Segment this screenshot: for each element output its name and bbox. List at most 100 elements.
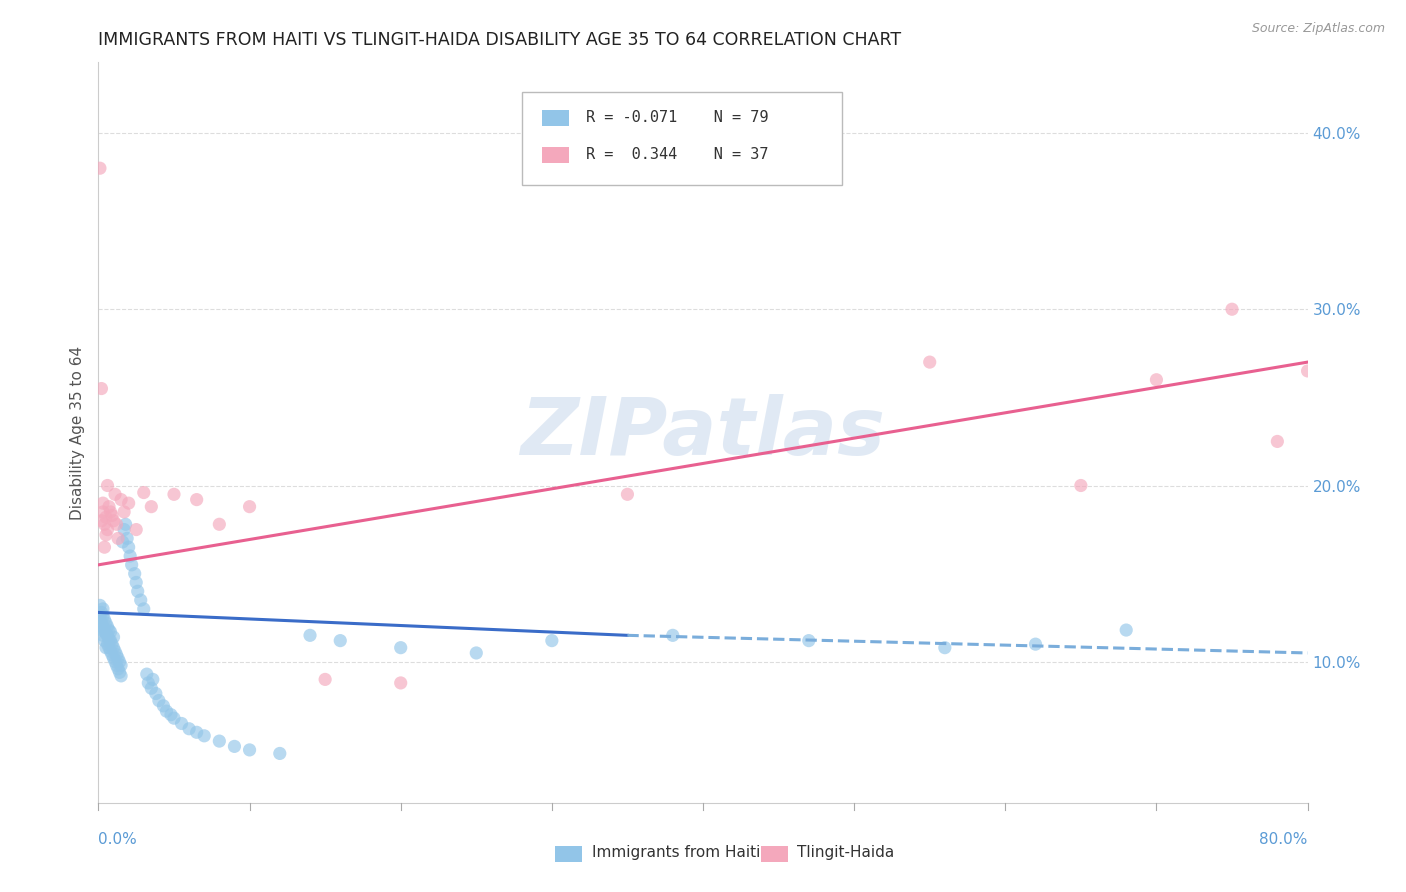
Point	[96, 619, 118, 633]
Point	[118, 540, 141, 554]
Point	[193, 729, 215, 743]
Point	[125, 523, 148, 537]
Point	[90, 615, 112, 630]
Point	[208, 734, 231, 748]
Point	[90, 606, 112, 620]
Point	[110, 658, 132, 673]
Point	[163, 487, 186, 501]
Point	[93, 633, 115, 648]
Point	[105, 517, 128, 532]
Point	[104, 644, 127, 658]
Text: Tlingit-Haida: Tlingit-Haida	[797, 845, 894, 860]
Text: Source: ZipAtlas.com: Source: ZipAtlas.com	[1251, 22, 1385, 36]
Text: ZIPatlas: ZIPatlas	[520, 393, 886, 472]
Point	[389, 676, 412, 690]
Point	[108, 665, 131, 680]
Point	[91, 496, 114, 510]
Point	[110, 492, 132, 507]
Point	[121, 558, 143, 572]
Point	[89, 599, 111, 613]
Point	[1070, 478, 1092, 492]
Point	[94, 510, 117, 524]
Point	[135, 667, 157, 681]
Point	[389, 640, 412, 655]
Text: 0.0%: 0.0%	[98, 832, 138, 847]
Point	[98, 632, 121, 646]
Point	[136, 676, 159, 690]
Point	[105, 648, 128, 662]
Point	[141, 500, 163, 514]
Y-axis label: Disability Age 35 to 64: Disability Age 35 to 64	[69, 345, 84, 520]
Point	[103, 630, 125, 644]
Point	[148, 693, 170, 707]
Point	[107, 651, 129, 665]
Point	[111, 535, 134, 549]
Point	[96, 628, 118, 642]
Point	[129, 593, 152, 607]
Point	[91, 619, 114, 633]
Point	[142, 673, 165, 687]
Point	[94, 640, 117, 655]
Point	[93, 517, 115, 532]
Point	[918, 355, 941, 369]
Point	[145, 686, 167, 700]
Point	[239, 743, 262, 757]
Point	[94, 615, 117, 630]
Point	[934, 640, 956, 655]
Point	[132, 602, 155, 616]
Point	[98, 623, 121, 637]
Point	[797, 633, 820, 648]
Point	[94, 528, 117, 542]
Text: 80.0%: 80.0%	[1260, 832, 1308, 847]
Point	[91, 609, 114, 624]
Point	[127, 584, 149, 599]
FancyBboxPatch shape	[543, 147, 569, 163]
Point	[104, 487, 127, 501]
Point	[93, 612, 115, 626]
Point	[91, 628, 114, 642]
Point	[103, 514, 125, 528]
Point	[1024, 637, 1046, 651]
Point	[224, 739, 246, 754]
FancyBboxPatch shape	[761, 846, 787, 862]
Point	[96, 523, 118, 537]
FancyBboxPatch shape	[555, 846, 582, 862]
Text: R =  0.344    N = 37: R = 0.344 N = 37	[586, 147, 768, 162]
Point	[98, 500, 121, 514]
Point	[179, 722, 201, 736]
Point	[98, 640, 121, 655]
Point	[96, 637, 118, 651]
Point	[110, 669, 132, 683]
Point	[91, 505, 114, 519]
Point	[94, 626, 117, 640]
Point	[103, 640, 125, 655]
Point	[132, 485, 155, 500]
FancyBboxPatch shape	[543, 110, 569, 126]
Point	[100, 633, 122, 648]
FancyBboxPatch shape	[522, 92, 842, 185]
Point	[112, 523, 135, 537]
Point	[465, 646, 488, 660]
Point	[118, 496, 141, 510]
Point	[90, 514, 112, 528]
Point	[124, 566, 146, 581]
Point	[170, 716, 193, 731]
Point	[616, 487, 638, 501]
Point	[1267, 434, 1289, 449]
Point	[91, 602, 114, 616]
Point	[108, 655, 131, 669]
Point	[329, 633, 352, 648]
Point	[112, 505, 135, 519]
Point	[152, 698, 174, 713]
Point	[299, 628, 322, 642]
Point	[661, 628, 683, 642]
Point	[93, 540, 115, 554]
Point	[90, 623, 112, 637]
Point	[141, 681, 163, 696]
Point	[114, 517, 136, 532]
Point	[155, 704, 177, 718]
Point	[100, 505, 122, 519]
Text: R = -0.071    N = 79: R = -0.071 N = 79	[586, 111, 768, 126]
Point	[100, 644, 122, 658]
Point	[540, 633, 562, 648]
